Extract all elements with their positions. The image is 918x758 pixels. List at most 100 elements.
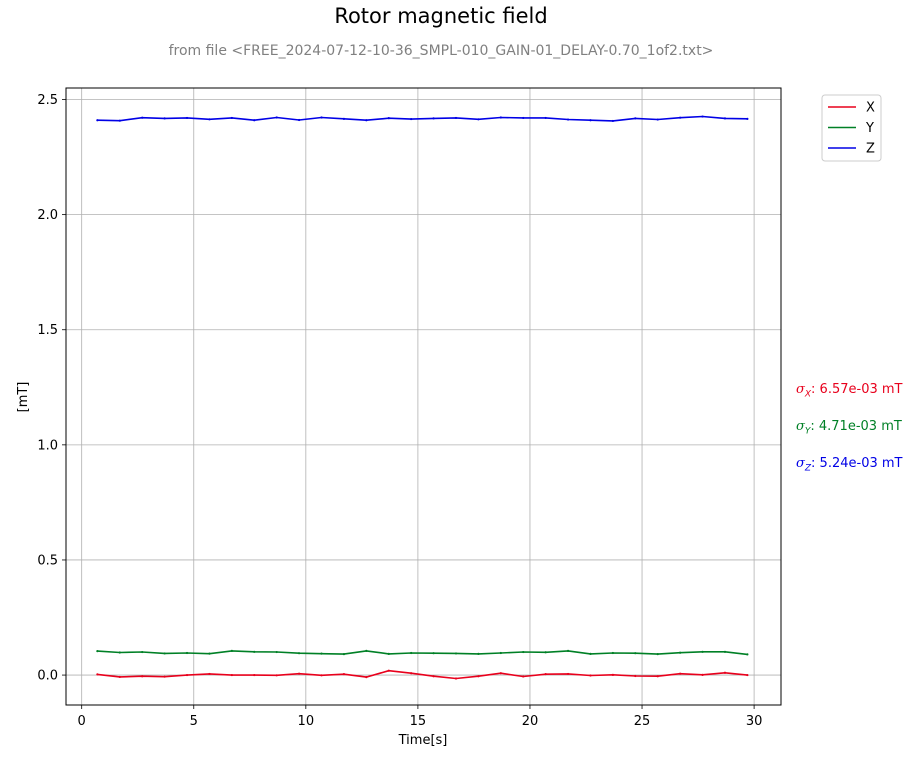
sigma-subscript: X: [804, 389, 812, 400]
data-point-z: [320, 116, 323, 119]
y-tick-label: 1.5: [37, 323, 58, 338]
data-point-y: [365, 649, 368, 652]
data-point-z: [163, 117, 166, 120]
data-point-x: [410, 672, 413, 675]
data-point-x: [454, 677, 458, 680]
y-tick-label: 1.0: [37, 438, 58, 453]
data-point-x: [253, 673, 256, 677]
data-point-x: [275, 674, 278, 677]
data-point-x: [342, 673, 346, 676]
data-point-y: [566, 649, 570, 652]
legend-label-y: Y: [865, 121, 874, 136]
data-point-z: [589, 119, 592, 122]
data-point-y: [230, 649, 233, 652]
data-point-z: [544, 116, 547, 120]
x-tick-label: 25: [634, 714, 651, 729]
data-point-x: [544, 673, 547, 676]
data-point-z: [566, 118, 570, 121]
data-point-x: [723, 671, 727, 674]
x-tick-label: 0: [78, 714, 86, 729]
data-point-y: [634, 652, 637, 655]
legend: XYZ: [821, 94, 882, 162]
data-point-x: [208, 672, 211, 676]
data-point-y: [298, 652, 301, 655]
axis-ticks: 0 5 10 15 20 25 30 0.0 0.5 1.0 1.5 2.0 2.5: [37, 93, 762, 729]
data-point-z: [387, 117, 390, 120]
data-point-y: [163, 652, 166, 655]
x-tick-label: 5: [190, 714, 198, 729]
grid-lines: [66, 88, 781, 705]
data-point-y: [454, 652, 458, 655]
data-point-y: [141, 650, 144, 654]
chart-title: Rotor magnetic field: [334, 4, 548, 28]
data-point-z: [656, 118, 659, 121]
x-axis-label: Time[s]: [398, 733, 448, 748]
data-point-x: [230, 673, 233, 677]
data-point-y: [96, 650, 99, 653]
series-line-y: [97, 650, 748, 656]
data-point-y: [701, 650, 704, 653]
data-point-y: [342, 653, 346, 656]
chart-subtitle: from file <FREE_2024-07-12-10-36_SMPL-01…: [168, 43, 714, 59]
data-point-z: [141, 116, 144, 119]
data-point-z: [275, 116, 278, 119]
data-point-x: [387, 669, 390, 672]
data-point-y: [118, 651, 121, 654]
data-point-y: [185, 651, 189, 655]
sigma-subscript: Y: [804, 426, 811, 437]
data-point-z: [410, 117, 413, 121]
data-point-y: [477, 652, 480, 655]
data-point-x: [141, 675, 144, 678]
data-point-z: [746, 117, 749, 120]
data-point-z: [208, 118, 211, 121]
data-point-y: [432, 652, 435, 655]
x-tick-label: 20: [522, 714, 539, 729]
sigma-annotation-z: σZ: 5.24e-03 mT: [796, 456, 902, 474]
data-point-z: [679, 116, 682, 119]
y-tick-label: 2.5: [37, 93, 58, 108]
data-point-x: [118, 675, 121, 679]
data-point-z: [298, 118, 301, 122]
data-point-y: [544, 651, 547, 654]
sigma-symbol: σ: [796, 382, 805, 397]
data-point-z: [499, 116, 502, 119]
data-point-x: [566, 672, 570, 676]
data-point-z: [342, 117, 346, 120]
data-point-x: [298, 672, 301, 675]
sigma-value: : 6.57e-03 mT: [811, 382, 903, 397]
data-point-x: [589, 674, 592, 677]
x-tick-label: 30: [746, 714, 763, 729]
sigma-value: : 4.71e-03 mT: [810, 419, 902, 434]
data-point-y: [499, 651, 502, 655]
y-tick-label: 0.0: [37, 669, 58, 684]
data-point-x: [611, 673, 614, 676]
sigma-symbol: σ: [796, 419, 805, 434]
data-point-z: [185, 116, 189, 120]
data-point-y: [410, 651, 413, 655]
data-point-x: [96, 673, 99, 676]
data-point-z: [96, 119, 99, 122]
data-point-y: [253, 650, 256, 653]
data-point-z: [611, 119, 614, 123]
data-point-x: [163, 675, 166, 678]
data-point-y: [611, 651, 614, 655]
sigma-annotation-y: σY: 4.71e-03 mT: [796, 419, 902, 437]
sigma-annotation-x: σX: 6.57e-03 mT: [796, 382, 902, 400]
data-point-z: [634, 117, 637, 120]
sigma-symbol: σ: [796, 456, 805, 471]
plot-frame: [65, 87, 782, 706]
data-point-x: [365, 676, 368, 679]
data-point-y: [275, 650, 278, 654]
data-point-x: [634, 674, 637, 678]
data-point-z: [118, 119, 121, 122]
data-point-x: [499, 672, 502, 675]
data-point-x: [185, 673, 189, 677]
data-point-x: [701, 673, 704, 676]
data-point-x: [477, 675, 480, 678]
series-line-z: [97, 115, 748, 122]
data-point-y: [746, 653, 749, 656]
data-point-y: [387, 652, 390, 655]
data-point-z: [365, 119, 368, 122]
x-tick-label: 15: [410, 714, 427, 729]
data-point-z: [522, 116, 525, 120]
